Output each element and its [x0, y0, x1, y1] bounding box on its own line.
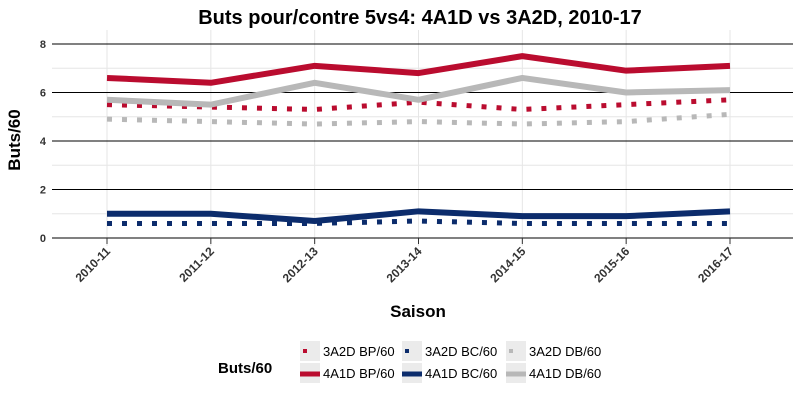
legend-label: 4A1D BP/60: [323, 366, 395, 381]
series-line-5: [106, 74, 731, 108]
x-tick-label: 2012-13: [280, 244, 321, 285]
chart-title: Buts pour/contre 5vs4: 4A1D vs 3A2D, 201…: [198, 7, 642, 29]
legend-key-bg: [402, 341, 422, 361]
y-axis-title: Buts/60: [5, 109, 24, 170]
legend-key-bg: [506, 341, 526, 361]
series-line-3: [106, 53, 731, 86]
x-tick-label: 2010-11: [73, 244, 114, 285]
legend-label: 3A2D BP/60: [323, 344, 395, 359]
y-tick-label: 2: [40, 185, 46, 197]
x-tick-label: 2015-16: [591, 244, 632, 285]
legend-label: 4A1D BC/60: [425, 366, 497, 381]
x-tick-label: 2013-14: [384, 244, 425, 285]
legend-key-swatch: [509, 349, 513, 353]
x-tick-label: 2014-15: [487, 244, 528, 285]
y-tick-label: 8: [40, 39, 46, 51]
legend-title: Buts/60: [218, 360, 272, 377]
y-tick-label: 4: [40, 136, 47, 148]
y-tick-label: 6: [40, 88, 46, 100]
x-tick-label: 2016-17: [695, 244, 736, 285]
y-tick-label: 0: [40, 233, 46, 245]
legend: Buts/60 3A2D BP/60 3A2D BC/60 3A2D DB/60 4A…: [218, 341, 601, 383]
x-axis-ticks: 2010-11 2011-12 2012-13 2013-14 2014-15 2015-…: [73, 238, 736, 285]
series-line-4: [107, 208, 731, 225]
y-axis-ticks: 0 2 4 6 8: [40, 39, 47, 245]
legend-label: 3A2D DB/60: [529, 344, 601, 359]
legend-label: 4A1D DB/60: [529, 366, 601, 381]
legend-key-bg: [300, 341, 320, 361]
legend-key-swatch: [405, 349, 409, 353]
legend-key-swatch: [303, 349, 307, 353]
x-axis-title: Saison: [390, 302, 446, 321]
legend-label: 3A2D BC/60: [425, 344, 497, 359]
series-layer: [106, 53, 731, 226]
x-tick-label: 2011-12: [176, 244, 217, 285]
